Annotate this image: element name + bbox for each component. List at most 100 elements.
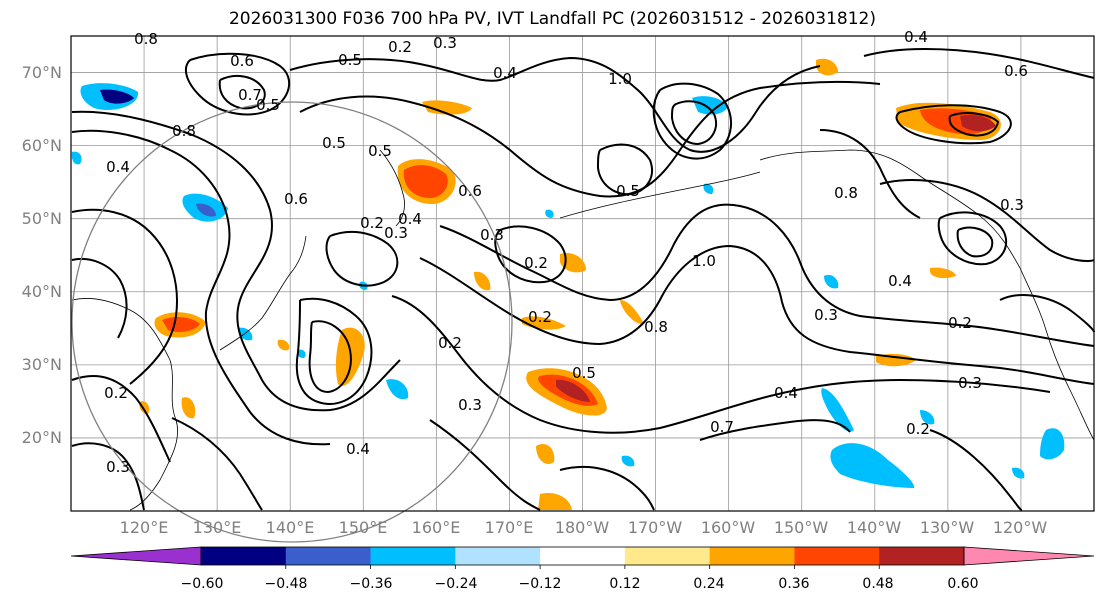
contour-label: 0.2 [906, 420, 930, 438]
pv-contour-line [289, 56, 821, 153]
pv-contour-line [325, 230, 399, 287]
lon-label: 150°E [338, 518, 388, 537]
lon-label: 170°W [627, 518, 683, 537]
shade-negative-169 [545, 209, 554, 218]
contour-label: 0.5 [338, 51, 362, 69]
shade-negative-154 [297, 349, 306, 358]
pv-contour-line [71, 375, 171, 463]
colorbar-frame [200, 546, 965, 566]
shade-positive-141 [139, 401, 150, 414]
contour-label: 0.3 [958, 374, 982, 392]
shade-negative-153 [386, 379, 409, 400]
lat-label: 60°N [21, 136, 62, 155]
colorbar-tick-label: −0.24 [434, 576, 478, 592]
shade-negative-230 [821, 388, 854, 432]
lon-label: 120°E [119, 518, 169, 537]
coastline-japan [219, 235, 307, 351]
contour-label: 0.3 [458, 396, 482, 414]
colorbar-segment [370, 547, 456, 565]
contour-label: 0.5 [368, 142, 392, 160]
contour-label: 0.4 [106, 158, 130, 176]
shade-negative-244 [1040, 428, 1065, 460]
colorbar-segment [624, 547, 711, 565]
contour-label: 0.5 [572, 364, 596, 382]
shade-negative-232 [830, 443, 915, 488]
shade-positive-138-max [960, 114, 996, 132]
colorbar-segment [879, 547, 965, 565]
colorbar-tick-label: −0.48 [264, 576, 308, 592]
shade-negative-137-core [196, 203, 216, 217]
contour-label: 0.4 [888, 272, 912, 290]
lon-label: 160°W [700, 518, 756, 537]
contour-label: 0.4 [398, 210, 422, 228]
contour-label: 0.7 [710, 418, 734, 436]
pv-contour-line [295, 297, 373, 405]
shade-positive-177-s [536, 443, 555, 465]
shade-positive-172 [474, 271, 491, 291]
contour-label: 0.7 [238, 86, 262, 104]
shade-positive-179 [538, 492, 572, 510]
pv-contour-line [308, 320, 352, 394]
colorbar-tick-label: 0.12 [609, 576, 641, 592]
contour-label: 0.2 [948, 314, 972, 332]
coastlines [71, 149, 1095, 511]
pv-contour-line [863, 48, 1095, 79]
lon-label: 120°W [992, 518, 1048, 537]
pv-contour-line [652, 82, 733, 160]
pv-contour-line [999, 294, 1095, 333]
pv-contour-line [937, 211, 1008, 266]
contour-label: 0.3 [384, 224, 408, 242]
contour-label: 0.4 [904, 28, 928, 46]
contour-label: 0.2 [438, 334, 462, 352]
lat-label: 50°N [21, 209, 62, 228]
pv-contour-line [879, 179, 1095, 262]
map-title: 2026031300 F036 700 hPa PV, IVT Landfall… [228, 9, 876, 29]
shade-negative-111 [71, 151, 82, 165]
shade-negative-222 [824, 274, 839, 289]
contour-label: 0.2 [104, 384, 128, 402]
coastline-namerica [1019, 267, 1095, 441]
colorbar-tick-label: −0.12 [518, 576, 562, 592]
shade-positive-232 [930, 267, 956, 279]
contour-label: 0.2 [388, 38, 412, 56]
contour-labels: 0.8 0.2 0.30.50.40.60.51.00.80.70.40.60.50… [104, 28, 1028, 476]
pv-contour-line [71, 110, 401, 412]
pv-contour-line [494, 225, 567, 284]
pv-contour-line [299, 80, 881, 198]
pv-contour-line [71, 258, 128, 339]
colorbar-extend-high [963, 546, 1095, 566]
colorbar-segment [540, 547, 626, 565]
contour-label: 1.0 [608, 70, 632, 88]
lon-label: 160°E [411, 518, 461, 537]
colorbar-tick-label: 0.60 [947, 576, 979, 592]
shade-positive-182-max [556, 379, 590, 402]
contour-label: 1.0 [692, 252, 716, 270]
contour-label: 0.3 [814, 306, 838, 324]
lat-label: 20°N [21, 428, 62, 447]
pv-contour-line [929, 429, 1023, 511]
coastline-asia [71, 298, 178, 511]
contour-label: 0.3 [106, 458, 130, 476]
shade-positive-158-core [403, 165, 448, 198]
pv-contour-line [670, 100, 717, 146]
lat-label: 70°N [21, 63, 62, 82]
pv-contour-line [948, 112, 1000, 137]
contour-label: 0.4 [774, 384, 798, 402]
contour-label: 0.8 [644, 318, 668, 336]
pv-contour-line [596, 143, 653, 196]
contour-label: 0.8 [834, 184, 858, 202]
lon-label: 180°W [554, 518, 610, 537]
shade-negative-236 [920, 410, 935, 425]
lon-label: 140°E [265, 518, 315, 537]
shade-negative-240 [1012, 467, 1025, 479]
shade-negative-196 [703, 183, 714, 194]
contour-label: 0.8 [134, 30, 158, 48]
shade-negative-200 [621, 455, 635, 467]
contour-label: 0.2 [524, 254, 548, 272]
colorbar-segment [455, 547, 541, 565]
lon-label: 140°W [846, 518, 902, 537]
colorbar-segment [794, 547, 880, 565]
coastline-aleutians [559, 171, 761, 219]
pv-contour-line [419, 244, 1095, 385]
